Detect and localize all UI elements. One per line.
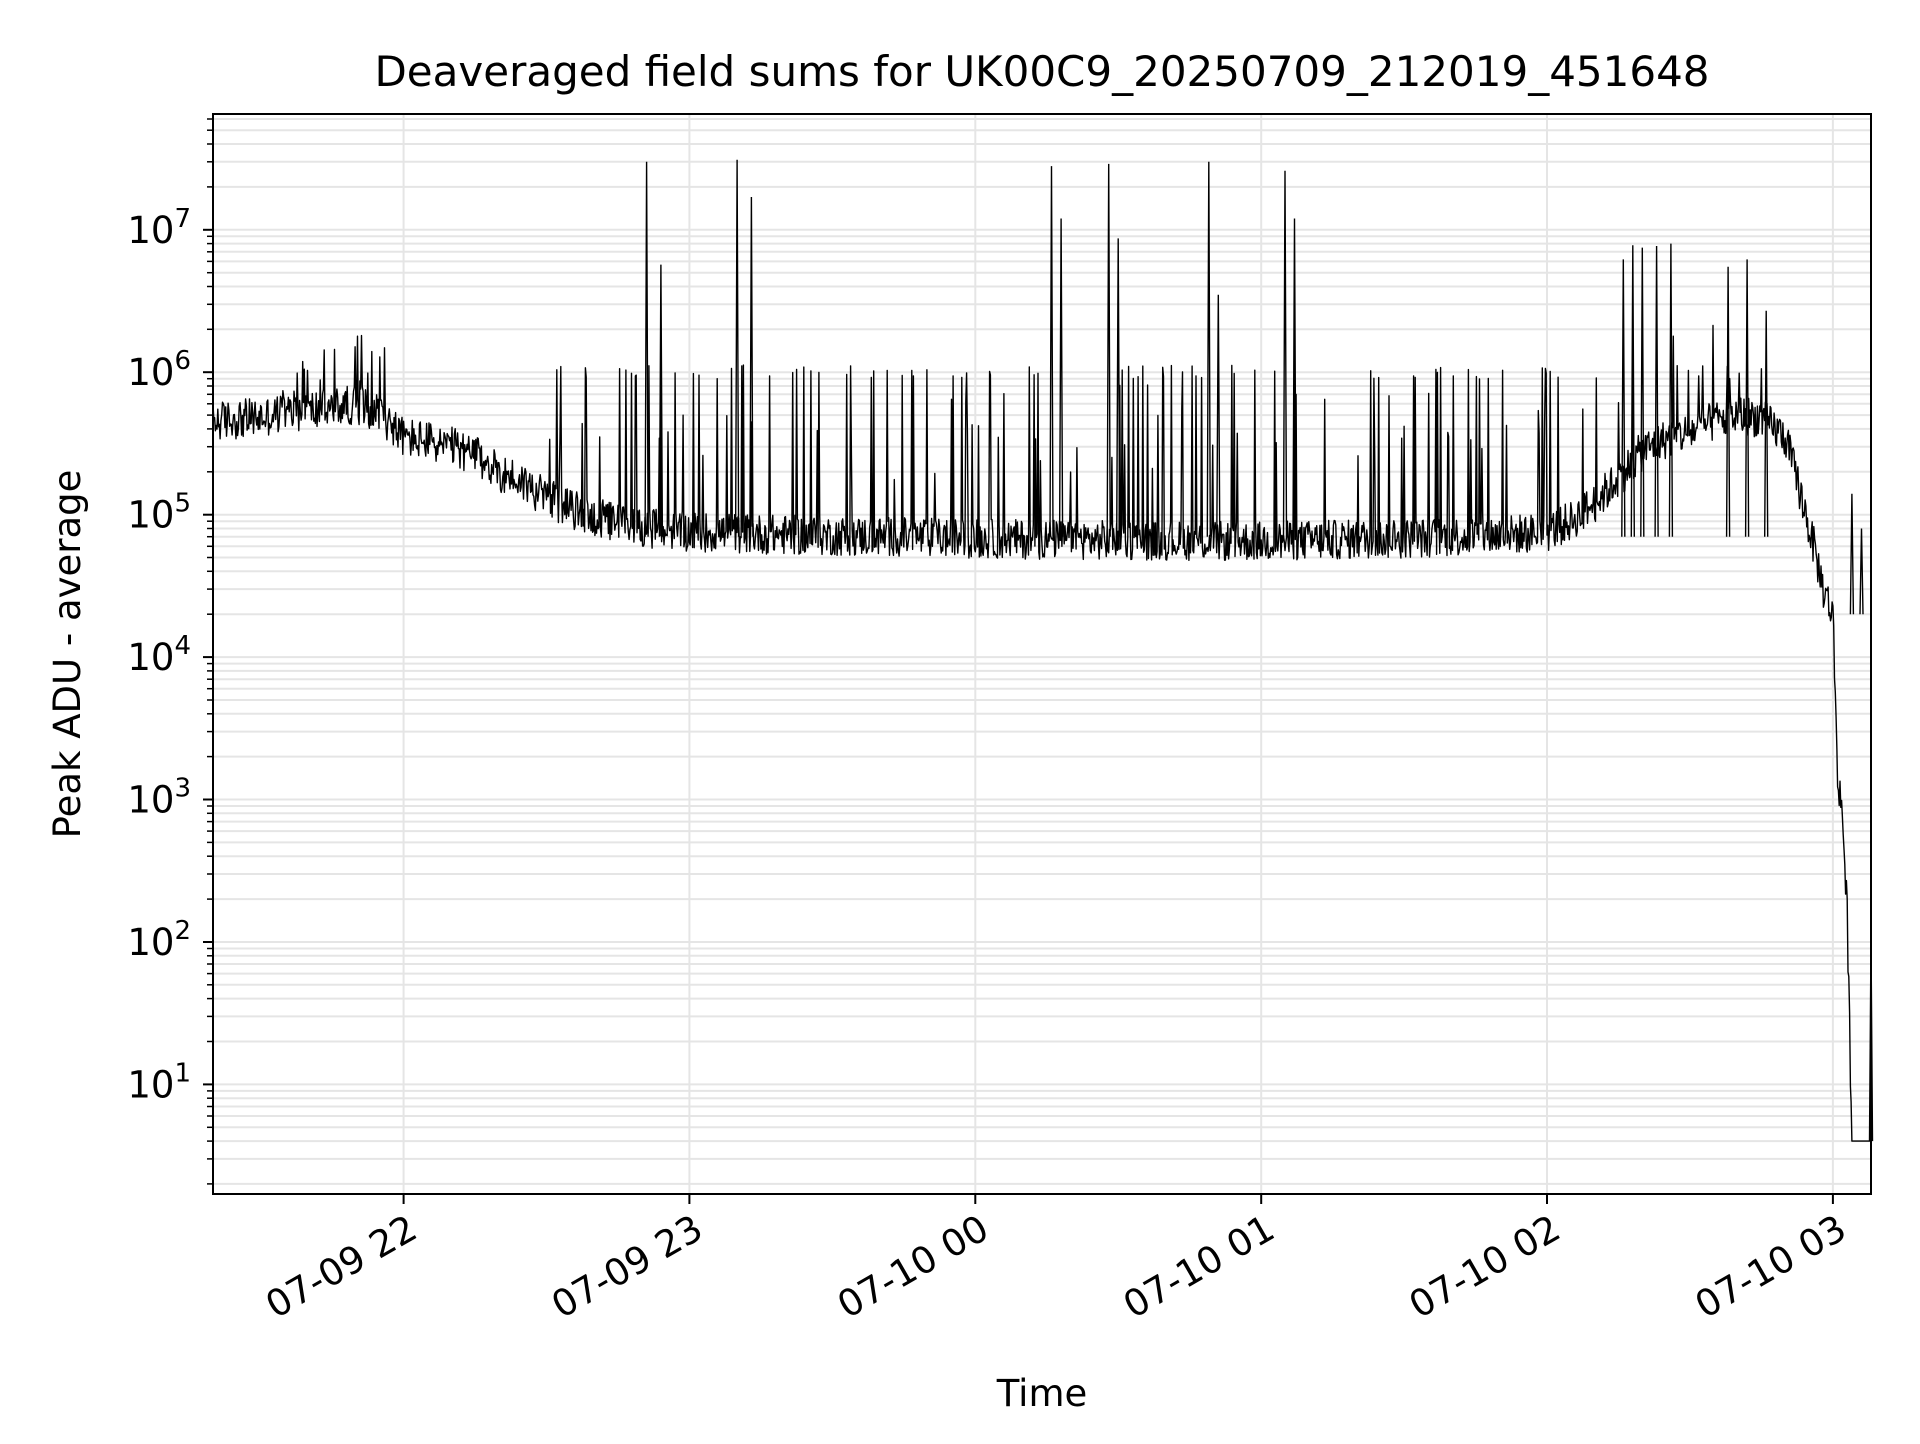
y-axis: 101 102 103 104 105 106 107 [127, 118, 213, 1185]
series-spike [1849, 493, 1855, 615]
series-spike [1654, 245, 1659, 537]
x-tick-label: 07-10 02 [1402, 1207, 1568, 1327]
x-axis-label: Time [996, 1372, 1088, 1415]
series-spike [1640, 247, 1645, 537]
x-axis: 07-09 22 07-09 23 07-10 00 07-10 01 07-10 02… [259, 1194, 1854, 1327]
series-spike [1282, 170, 1288, 537]
series-spike [644, 161, 649, 537]
series-spike [1859, 528, 1864, 615]
series-spike [1725, 266, 1731, 537]
series-spike [1206, 161, 1211, 537]
x-tick-label: 07-10 00 [830, 1207, 996, 1327]
series-spike [658, 264, 664, 537]
series-layer [212, 159, 1874, 1142]
series-line [212, 324, 1871, 1142]
series-spike [1292, 218, 1297, 537]
series-spike [1621, 259, 1626, 537]
series-spike [749, 196, 754, 537]
x-tick-label: 07-09 23 [544, 1207, 710, 1327]
series-spike [1744, 259, 1750, 537]
y-tick-label: 106 [127, 346, 191, 394]
series-spike [1764, 310, 1769, 537]
x-tick-label: 07-09 22 [259, 1207, 425, 1327]
y-tick-label: 104 [127, 631, 191, 679]
series-spike [734, 159, 740, 537]
series-spike [1630, 245, 1635, 537]
y-tick-label: 101 [127, 1058, 191, 1106]
series-spike [1216, 294, 1221, 537]
x-tick-label: 07-10 03 [1688, 1207, 1854, 1327]
chart-title: Deaveraged field sums for UK00C9_2025070… [374, 47, 1709, 96]
series-spike [1668, 243, 1674, 537]
grid-layer [213, 114, 1871, 1194]
y-tick-label: 105 [127, 489, 191, 537]
plot-frame [212, 113, 1872, 1195]
series-spike [1058, 218, 1064, 537]
x-tick-label: 07-10 01 [1116, 1207, 1282, 1327]
y-tick-label: 102 [127, 916, 191, 964]
y-tick-label: 107 [127, 204, 191, 252]
series-spike [1049, 166, 1054, 537]
series-spike [1116, 238, 1121, 537]
y-tick-label: 103 [127, 774, 191, 822]
series-spike [1106, 163, 1111, 537]
y-axis-label: Peak ADU - average [46, 470, 89, 839]
